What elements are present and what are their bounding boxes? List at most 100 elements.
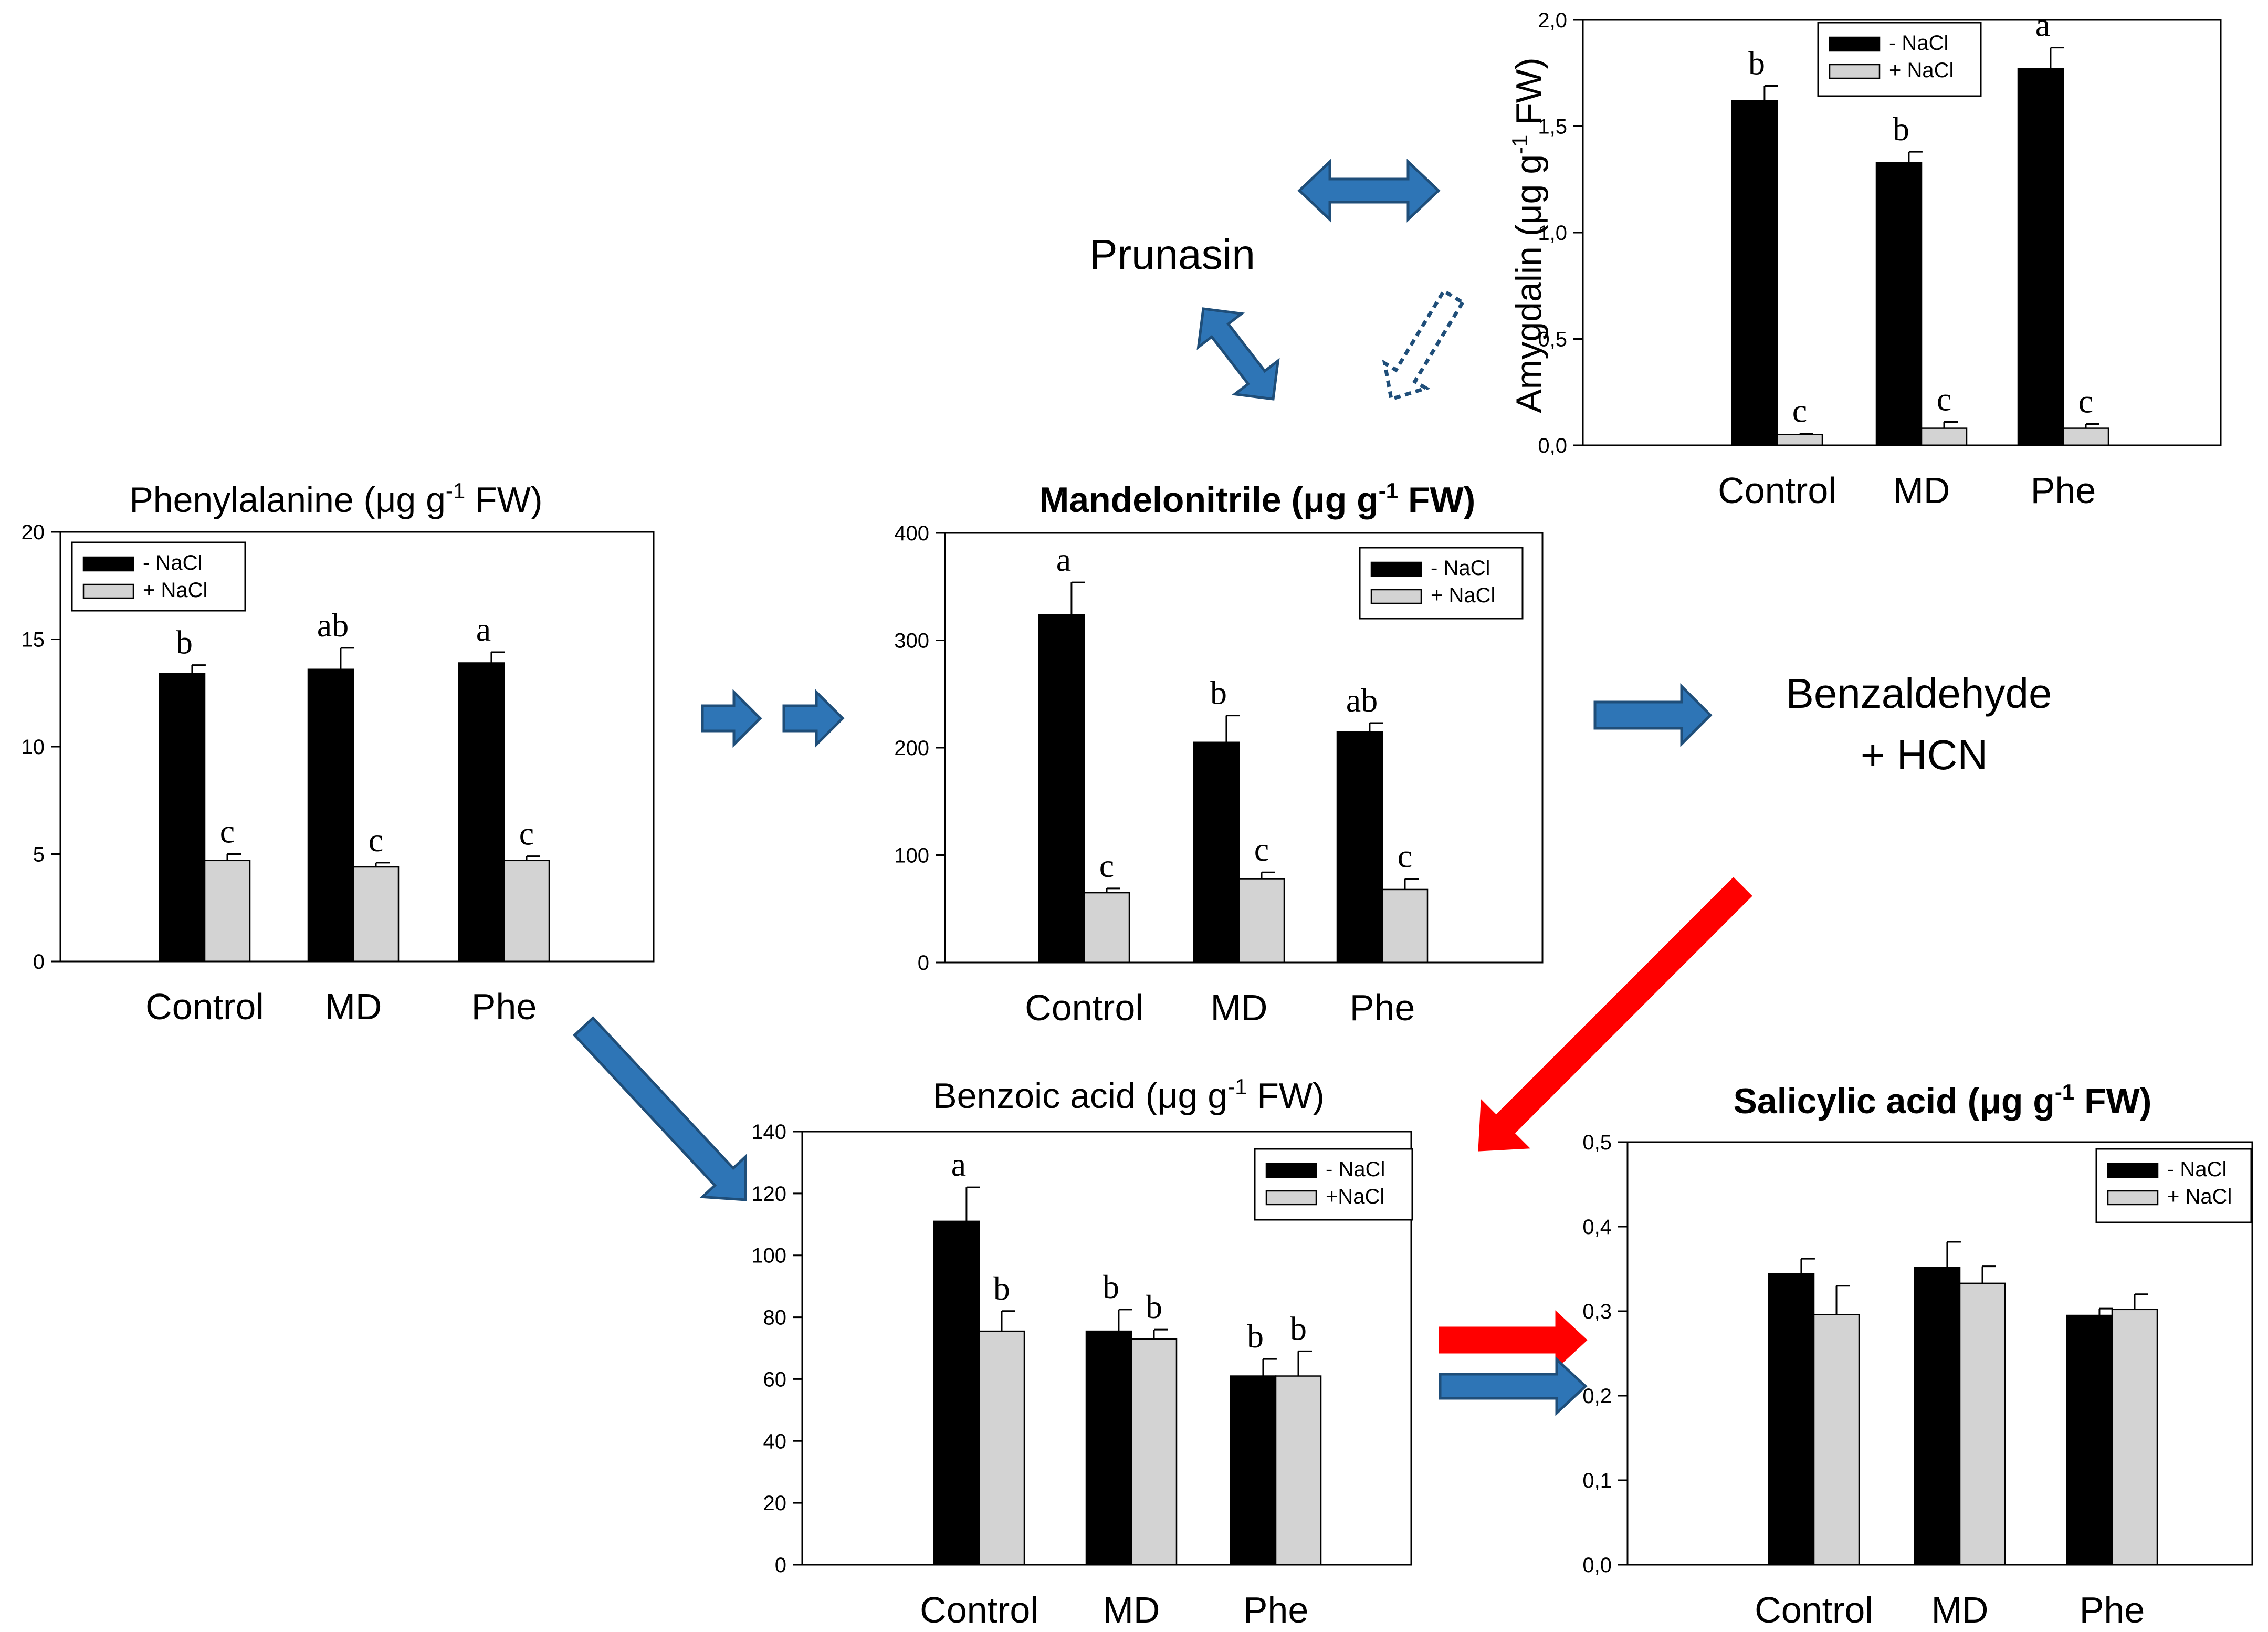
bar-minus-nacl-md: [1085, 1330, 1132, 1566]
error-bar: [1297, 1350, 1312, 1376]
significance-letter: b: [176, 624, 193, 661]
significance-letter: c: [1254, 831, 1269, 868]
significance-letter: a: [476, 611, 491, 648]
chart-legend: - NaCl + NaCl: [1817, 22, 1982, 97]
chart-title: Phenylalanine (μg g-1 FW): [129, 478, 542, 520]
category-label: Control: [145, 986, 264, 1027]
error-bar: [1070, 581, 1085, 615]
y-tick-label: 15: [22, 629, 45, 652]
bar-plus-nacl-control: [1776, 434, 1823, 446]
y-tick-label: 400: [894, 522, 929, 545]
plot-frame: [801, 1131, 1412, 1566]
chart-title: Mandelonitrile (μg g-1 FW): [1040, 478, 1476, 520]
bar-minus-nacl-control: [933, 1220, 980, 1566]
error-bar: [375, 862, 390, 867]
legend-entry: - NaCl: [1326, 1158, 1385, 1181]
y-tick-label: 0,5: [1582, 1131, 1612, 1154]
y-tick-label: 5: [33, 843, 45, 866]
category-label: Control: [1025, 987, 1143, 1028]
bar-plus-nacl-control: [1813, 1314, 1860, 1566]
significance-letter: b: [1748, 45, 1765, 82]
error-bar: [1800, 1258, 1815, 1274]
legend-entry: - NaCl: [1889, 32, 1948, 55]
y-tick-label: 80: [763, 1306, 787, 1330]
category-label: MD: [1931, 1589, 1989, 1630]
significance-letter: c: [1398, 837, 1412, 874]
bar-minus-nacl-phe: [1336, 731, 1383, 964]
y-tick-label: 10: [22, 736, 45, 759]
category-label: MD: [1103, 1589, 1160, 1630]
arrow-benzoic-salicylic-blue: [1438, 1356, 1588, 1416]
bar-plus-nacl-control: [978, 1330, 1025, 1566]
category-label: MD: [1211, 987, 1268, 1028]
y-tick-label: 1,5: [1538, 116, 1567, 139]
bar-minus-nacl-control: [1768, 1273, 1815, 1566]
chart-title: Salicylic acid (μg g-1 FW): [1734, 1080, 2152, 1121]
legend-entry: + NaCl: [143, 579, 207, 602]
bar-plus-nacl-control: [204, 860, 251, 963]
y-axis-label: Amygdalin (μg g-1 FW): [1507, 57, 1549, 413]
y-tick-label: 200: [894, 737, 929, 760]
category-label: Control: [920, 1589, 1038, 1630]
chart-title: Benzoic acid (μg g-1 FW): [933, 1074, 1324, 1116]
bar-plus-nacl-md: [1238, 878, 1285, 964]
category-label: Phe: [471, 986, 537, 1027]
bar-plus-nacl-phe: [1275, 1375, 1322, 1566]
arrow-phe-benzoic: [572, 1016, 747, 1201]
bar-plus-nacl-phe: [503, 860, 550, 963]
error-bar: [526, 855, 540, 861]
y-tick-label: 0,0: [1538, 434, 1567, 457]
y-tick-label: 300: [894, 630, 929, 653]
significance-letter: b: [1102, 1268, 1119, 1305]
significance-letter: b: [993, 1270, 1010, 1307]
arrow-amygdalin-mandelonitrile-dashed: [1382, 288, 1465, 402]
significance-letter: c: [369, 821, 383, 859]
error-bar: [490, 651, 505, 663]
hcn-label: + HCN: [1861, 731, 1988, 778]
legend-swatch: [1265, 1190, 1317, 1206]
arrow-phe-intermediate-2: [782, 688, 845, 748]
chart-amyg: b c b c a c Control MD Phe 0,0 0,5 1,0 1,5 2,0 Amygdal…: [1507, 6, 2222, 511]
legend-entry: + NaCl: [2167, 1185, 2232, 1208]
bar-plus-nacl-md: [352, 866, 400, 963]
error-bar: [965, 1186, 980, 1221]
error-bar: [1908, 151, 1923, 163]
bar-minus-nacl-control: [1038, 614, 1085, 964]
legend-entry: - NaCl: [143, 551, 202, 574]
y-tick-label: 0: [918, 951, 929, 975]
category-label: Control: [1755, 1589, 1873, 1630]
plot-frame: [1626, 1141, 2253, 1566]
bar-plus-nacl-md: [1920, 427, 1968, 446]
bar-plus-nacl-phe: [1381, 888, 1429, 964]
significance-letter: c: [220, 813, 235, 850]
y-tick-label: 0,4: [1582, 1216, 1612, 1239]
significance-letter: ab: [317, 606, 349, 644]
y-tick-label: 40: [763, 1430, 787, 1453]
significance-letter: b: [1247, 1317, 1264, 1355]
y-tick-label: 0,1: [1582, 1469, 1612, 1492]
chart-bars: [1768, 1241, 2158, 1566]
error-bar: [1981, 1265, 1996, 1283]
error-bar: [1835, 1285, 1850, 1315]
y-tick-label: 60: [763, 1368, 787, 1391]
category-label: MD: [1893, 470, 1950, 511]
bar-minus-nacl-control: [1731, 100, 1778, 446]
significance-letter: b: [1893, 110, 1909, 148]
error-bar: [340, 647, 354, 669]
legend-entry: + NaCl: [1889, 59, 1954, 82]
bar-plus-nacl-phe: [2111, 1309, 2158, 1566]
legend-swatch: [1370, 589, 1422, 604]
significance-letter: c: [2078, 383, 2093, 420]
significance-letter: c: [519, 815, 534, 852]
error-bar: [2050, 47, 2064, 69]
category-label: Phe: [2080, 1589, 2145, 1630]
category-label: Phe: [1243, 1589, 1309, 1630]
y-tick-label: 140: [751, 1121, 786, 1144]
legend-swatch: [1265, 1163, 1317, 1178]
legend-swatch: [2107, 1190, 2159, 1206]
arrow-benzaldehyde-benzoic-red: [1478, 877, 1752, 1152]
chart-legend: - NaCl + NaCl: [1359, 547, 1524, 620]
legend-swatch: [1829, 36, 1881, 52]
